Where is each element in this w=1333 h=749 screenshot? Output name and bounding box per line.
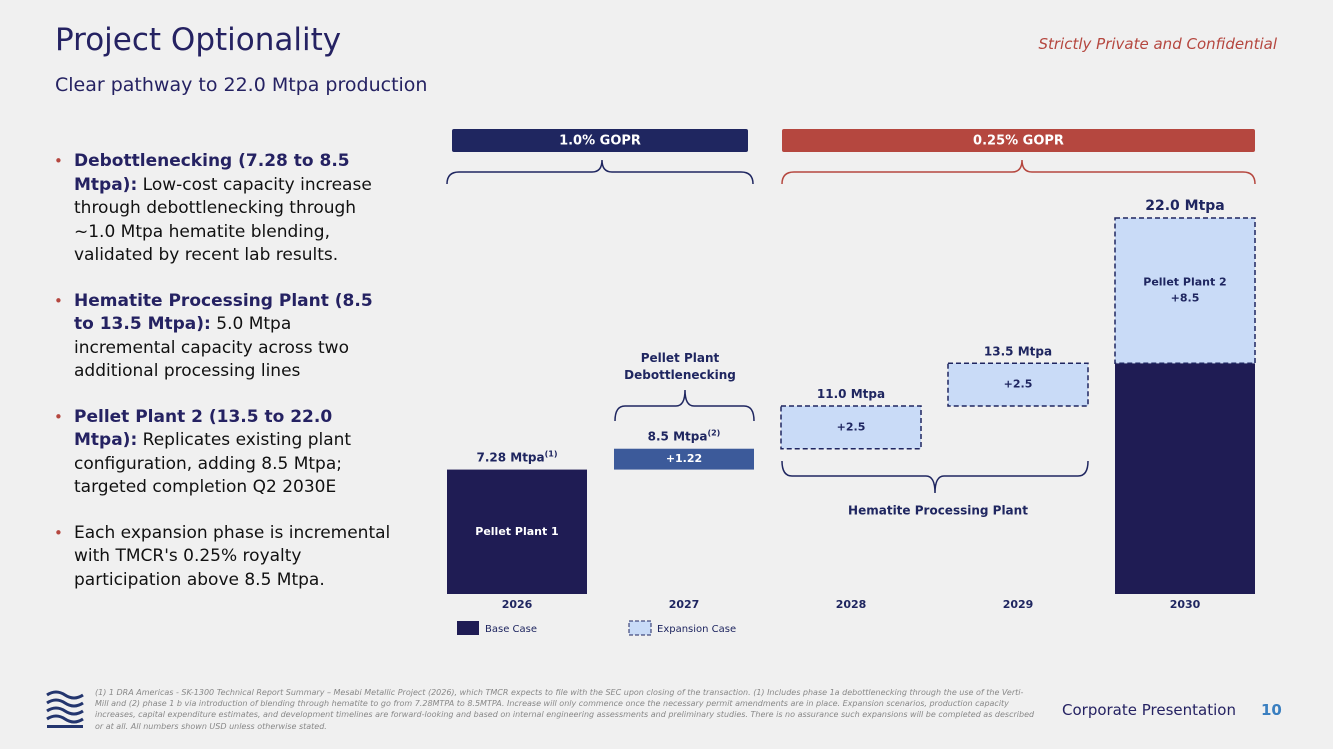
total-label: 8.5 Mtpa(2) bbox=[648, 428, 721, 443]
total-text: 22.0 Mtpa bbox=[1145, 198, 1225, 214]
braces bbox=[446, 159, 1256, 494]
value-label: +1.22 bbox=[666, 452, 702, 465]
segment-label: Pellet Plant 2 bbox=[1143, 276, 1226, 289]
legend-label: Base Case bbox=[485, 624, 537, 635]
subtitle: Clear pathway to 22.0 Mtpa production bbox=[55, 74, 428, 96]
value-label: +8.5 bbox=[1171, 292, 1200, 305]
page-number: 10 bbox=[1261, 701, 1282, 719]
total-text: 8.5 Mtpa bbox=[648, 429, 708, 443]
total-label: 7.28 Mtpa(1) bbox=[476, 449, 557, 464]
x-tick-label: 2027 bbox=[669, 598, 700, 611]
brace bbox=[614, 389, 755, 422]
bullet-text: Low-cost capacity increase through debot… bbox=[74, 174, 372, 266]
bullet-lead: Pellet Plant 2 (13.5 to 22.0 Mtpa): bbox=[74, 406, 333, 451]
total-note: (1) bbox=[545, 449, 558, 458]
total-text: 13.5 Mtpa bbox=[984, 344, 1052, 358]
bullet-text: Replicates existing plant configuration,… bbox=[74, 430, 352, 497]
title: Project Optionality bbox=[55, 22, 342, 58]
annotation: Hematite Processing Plant bbox=[848, 504, 1028, 518]
total-label: 22.0 Mtpa bbox=[1145, 198, 1225, 214]
brace bbox=[446, 159, 754, 185]
confidential: Strictly Private and Confidential bbox=[1038, 35, 1277, 53]
bar-expansion bbox=[1114, 217, 1256, 365]
bullet-lead: Hematite Processing Plant (8.5 to 13.5 M… bbox=[74, 290, 373, 335]
legend-swatch bbox=[457, 621, 479, 635]
bullet: Debottlenecking (7.28 to 8.5 Mtpa): Low-… bbox=[52, 150, 397, 268]
total-label: 13.5 Mtpa bbox=[984, 344, 1052, 358]
royalty-box bbox=[782, 129, 1255, 152]
brace bbox=[781, 159, 1256, 185]
value-label: +2.5 bbox=[837, 420, 866, 433]
bullet: Hematite Processing Plant (8.5 to 13.5 M… bbox=[52, 290, 397, 384]
royalty-box bbox=[452, 129, 748, 152]
total-note: (2) bbox=[707, 428, 720, 437]
bar-base bbox=[1115, 363, 1255, 594]
x-tick-label: 2030 bbox=[1170, 598, 1201, 611]
logo bbox=[46, 690, 84, 728]
segment-label: Pellet Plant 1 bbox=[475, 525, 558, 538]
bullet-list: Debottlenecking (7.28 to 8.5 Mtpa): Low-… bbox=[52, 150, 397, 614]
total-label: 11.0 Mtpa bbox=[817, 387, 885, 401]
royalty-label: 1.0% GOPR bbox=[559, 134, 641, 149]
value-label: +2.5 bbox=[1004, 378, 1033, 391]
bullet-lead: Debottlenecking (7.28 to 8.5 Mtpa): bbox=[74, 151, 350, 195]
bullet: Pellet Plant 2 (13.5 to 22.0 Mtpa): Repl… bbox=[52, 406, 397, 500]
x-tick-label: 2028 bbox=[836, 598, 867, 611]
bar-expansion bbox=[947, 362, 1089, 407]
annotation-text: Pellet Plant bbox=[641, 351, 720, 365]
bar-expansion bbox=[780, 405, 922, 450]
bar-expansion bbox=[614, 448, 754, 470]
legend-swatch bbox=[628, 620, 652, 636]
annotation: Pellet Plant Debottlenecking bbox=[624, 351, 736, 382]
bullet: Each expansion phase is incremental with… bbox=[52, 522, 397, 593]
royalty-label: 0.25% GOPR bbox=[973, 134, 1064, 149]
total-text: 11.0 Mtpa bbox=[817, 387, 885, 401]
bullet-text: 5.0 Mtpa incremental capacity across two… bbox=[74, 314, 349, 381]
footnote: (1) 1 DRA Americas - SK-1300 Technical R… bbox=[95, 688, 1035, 731]
x-tick-label: 2029 bbox=[1003, 598, 1034, 611]
bullet-text: Each expansion phase is incremental with… bbox=[74, 522, 391, 590]
footer-label: Corporate Presentation bbox=[1062, 701, 1236, 719]
annotation-text: Debottlenecking bbox=[624, 368, 736, 382]
brace bbox=[781, 460, 1089, 494]
total-text: 7.28 Mtpa bbox=[476, 450, 544, 464]
x-tick-label: 2026 bbox=[502, 598, 533, 611]
bar-base bbox=[447, 469, 587, 594]
legend-label: Expansion Case bbox=[657, 624, 736, 635]
